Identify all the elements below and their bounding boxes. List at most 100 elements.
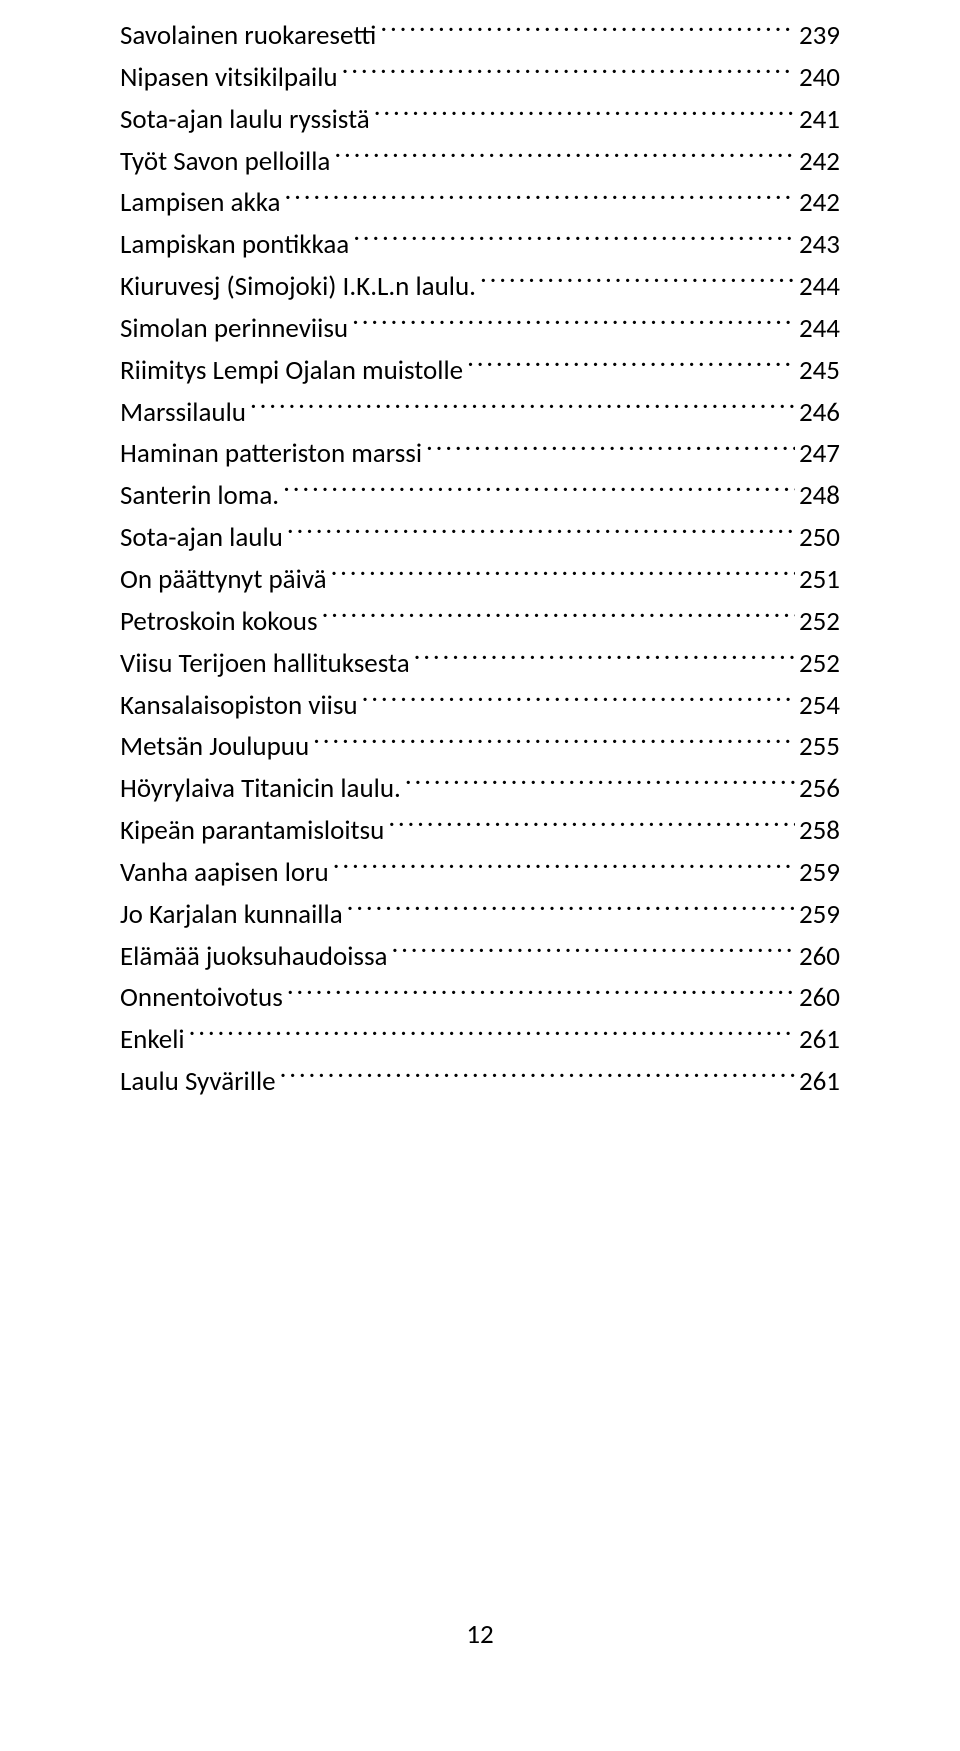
toc-title: Vanha aapisen loru [120,852,329,894]
toc-page-number: 259 [799,894,840,936]
toc-leader-dots [467,352,795,379]
toc-page-number: 242 [799,141,840,183]
toc-leader-dots [362,687,795,714]
toc-page-number: 260 [799,936,840,978]
toc-leader-dots [250,394,795,421]
toc-title: Elämää juoksuhaudoissa [120,936,387,978]
toc-leader-dots [280,1063,795,1090]
toc-page-number: 261 [799,1019,840,1061]
toc-row: Kiuruvesj (Simojoki) I.K.L.n laulu. 244 [120,266,840,308]
toc-page-number: 250 [799,517,840,559]
toc-row: Kipeän parantamisloitsu 258 [120,810,840,852]
toc-row: Vanha aapisen loru 259 [120,852,840,894]
toc-leader-dots [353,226,795,253]
toc-title: Kiuruvesj (Simojoki) I.K.L.n laulu. [120,266,476,308]
toc-row: Höyrylaiva Titanicin laulu. 256 [120,768,840,810]
toc-row: Enkeli 261 [120,1019,840,1061]
toc-page-number: 244 [799,266,840,308]
toc-leader-dots [313,728,795,755]
toc-leader-dots [331,561,795,588]
toc-leader-dots [391,938,794,965]
toc-row: Metsän Joulupuu 255 [120,726,840,768]
toc-row: Lampiskan pontikkaa243 [120,224,840,266]
page-number: 12 [0,1618,960,1651]
toc-row: Sota-ajan laulu 250 [120,517,840,559]
toc-row: Sota-ajan laulu ryssistä 241 [120,99,840,141]
toc-page-number: 246 [799,392,840,434]
toc-row: Jo Karjalan kunnailla 259 [120,894,840,936]
toc-title: Riimitys Lempi Ojalan muistolle [120,350,463,392]
toc-leader-dots [334,143,795,170]
toc-leader-dots [380,17,795,44]
table-of-contents: Savolainen ruokaresetti239Nipasen vitsik… [120,15,840,1103]
toc-title: Lampiskan pontikkaa [120,224,349,266]
toc-row: Viisu Terijoen hallituksesta 252 [120,643,840,685]
toc-row: Onnentoivotus 260 [120,977,840,1019]
toc-title: Sota-ajan laulu ryssistä [120,99,370,141]
toc-title: Marssilaulu [120,392,246,434]
toc-page-number: 242 [799,182,840,224]
toc-title: Höyrylaiva Titanicin laulu. [120,768,401,810]
toc-leader-dots [284,184,794,211]
toc-title: Savolainen ruokaresetti [120,15,376,57]
toc-page-number: 248 [799,475,840,517]
toc-row: Laulu Syvärille 261 [120,1061,840,1103]
toc-title: Haminan patteriston marssi [120,433,422,475]
toc-row: Elämää juoksuhaudoissa 260 [120,936,840,978]
toc-page-number: 245 [799,350,840,392]
toc-title: Sota-ajan laulu [120,517,283,559]
toc-leader-dots [405,770,795,797]
toc-title: Enkeli [120,1019,185,1061]
toc-page-number: 244 [799,308,840,350]
toc-row: On päättynyt päivä 251 [120,559,840,601]
toc-title: Nipasen vitsikilpailu [120,57,338,99]
toc-title: Työt Savon pelloilla [120,141,330,183]
toc-title: Jo Karjalan kunnailla [120,894,343,936]
toc-title: On päättynyt päivä [120,559,327,601]
toc-page-number: 255 [799,726,840,768]
toc-leader-dots [388,812,795,839]
toc-leader-dots [322,603,795,630]
toc-leader-dots [347,896,795,923]
toc-page-number: 252 [799,601,840,643]
toc-page-number: 247 [799,433,840,475]
toc-leader-dots [374,101,795,128]
toc-title: Simolan perinneviisu [120,308,348,350]
toc-title: Kansalaisopiston viisu [120,685,358,727]
toc-page-number: 260 [799,977,840,1019]
toc-row: Nipasen vitsikilpailu 240 [120,57,840,99]
toc-title: Viisu Terijoen hallituksesta [120,643,410,685]
toc-row: Riimitys Lempi Ojalan muistolle 245 [120,350,840,392]
toc-page-number: 258 [799,810,840,852]
toc-row: Lampisen akka242 [120,182,840,224]
toc-leader-dots [287,519,795,546]
toc-page-number: 261 [799,1061,840,1103]
toc-leader-dots [480,268,795,295]
toc-row: Santerin loma. 248 [120,475,840,517]
toc-row: Marssilaulu 246 [120,392,840,434]
toc-title: Kipeän parantamisloitsu [120,810,384,852]
toc-page-number: 259 [799,852,840,894]
toc-title: Metsän Joulupuu [120,726,309,768]
toc-row: Petroskoin kokous 252 [120,601,840,643]
toc-leader-dots [352,310,795,337]
toc-page-number: 254 [799,685,840,727]
toc-title: Laulu Syvärille [120,1061,276,1103]
toc-page-number: 239 [799,15,840,57]
toc-page-number: 241 [799,99,840,141]
toc-row: Simolan perinneviisu 244 [120,308,840,350]
toc-leader-dots [283,477,795,504]
toc-page-number: 251 [799,559,840,601]
toc-leader-dots [333,854,795,881]
page: Savolainen ruokaresetti239Nipasen vitsik… [0,0,960,1751]
toc-row: Kansalaisopiston viisu 254 [120,685,840,727]
toc-title: Santerin loma. [120,475,279,517]
toc-row: Haminan patteriston marssi 247 [120,433,840,475]
toc-page-number: 256 [799,768,840,810]
toc-leader-dots [287,979,795,1006]
toc-title: Petroskoin kokous [120,601,318,643]
toc-page-number: 252 [799,643,840,685]
toc-leader-dots [414,645,795,672]
toc-title: Onnentoivotus [120,977,283,1019]
toc-page-number: 240 [799,57,840,99]
